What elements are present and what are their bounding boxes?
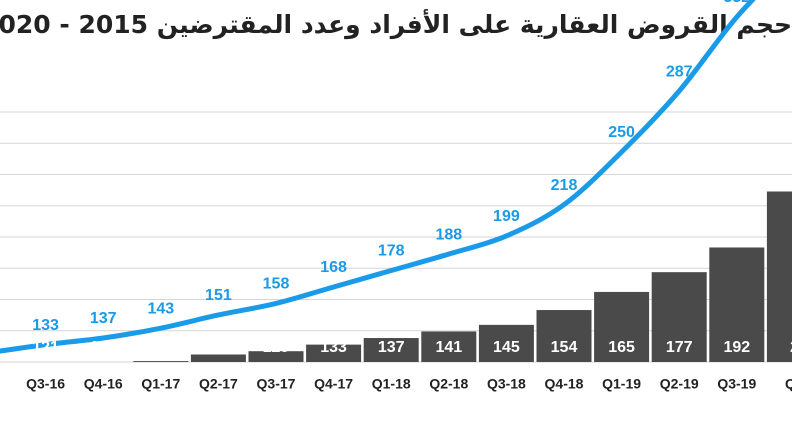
bar xyxy=(306,344,362,362)
line-value-label: 168 xyxy=(320,259,347,276)
bar xyxy=(363,338,419,362)
bar xyxy=(190,354,246,362)
x-tick-label: Q2-17 xyxy=(199,376,238,392)
bar-value-label: 137 xyxy=(378,339,405,356)
bar xyxy=(594,291,650,362)
bar-value-label: 192 xyxy=(723,339,750,356)
line-value-label: 188 xyxy=(435,226,462,243)
bar-value-label: 2 xyxy=(790,339,792,356)
x-tick-label: Q3-18 xyxy=(487,376,526,392)
bar-value-label: 121 xyxy=(32,339,59,356)
line-value-label: 133 xyxy=(32,317,59,334)
x-tick-label: Q4 xyxy=(785,376,792,392)
line-value-label: 151 xyxy=(205,287,232,304)
x-tick-label: Q4-16 xyxy=(84,376,123,392)
x-tick-label: Q1-17 xyxy=(141,376,180,392)
line-value-label: 332 xyxy=(723,0,750,6)
data-labels: 9121122123127129133137141145154165177192… xyxy=(32,0,792,356)
x-tick-label: Q3-17 xyxy=(257,376,296,392)
line-value-label: 250 xyxy=(608,124,635,141)
line-value-label: 143 xyxy=(147,300,174,317)
line-value-label: 158 xyxy=(263,276,290,293)
bar-value-label: 133 xyxy=(320,339,347,356)
bar xyxy=(133,361,189,362)
chart-title: حجم القروض العقارية على الأفراد وعدد الم… xyxy=(0,10,792,39)
x-tick-label: Q1-19 xyxy=(602,376,641,392)
x-tick-label: Q4-18 xyxy=(545,376,584,392)
bar-value-label: 122 xyxy=(90,339,117,356)
bar xyxy=(421,331,477,362)
x-tick-label: Q3-16 xyxy=(26,376,65,392)
bar xyxy=(651,272,707,362)
bar-value-label: 177 xyxy=(666,339,693,356)
bar xyxy=(478,324,534,362)
line-value-label: 137 xyxy=(90,310,117,327)
line-value-label: 199 xyxy=(493,208,520,225)
bar xyxy=(536,310,592,362)
bar-value-label: 165 xyxy=(608,339,635,356)
bar-value-label: 123 xyxy=(147,339,174,356)
bar-series xyxy=(133,191,792,362)
bar-value-label: 129 xyxy=(263,339,290,356)
bar xyxy=(248,351,304,362)
x-tick-label: Q2-18 xyxy=(429,376,468,392)
line-value-label: 178 xyxy=(378,243,405,260)
bar-value-label: 154 xyxy=(551,339,578,356)
x-tick-label: Q3-19 xyxy=(717,376,756,392)
x-axis: 16Q3-16Q4-16Q1-17Q2-17Q3-17Q4-17Q1-18Q2-… xyxy=(26,376,792,392)
bar-value-label: 141 xyxy=(435,339,462,356)
line-series xyxy=(0,0,756,354)
bar xyxy=(766,191,792,362)
line-value-label: 287 xyxy=(666,63,693,80)
x-tick-label: Q4-17 xyxy=(314,376,353,392)
x-tick-label: Q2-19 xyxy=(660,376,699,392)
bar-value-label: 127 xyxy=(205,339,232,356)
bar xyxy=(709,247,765,362)
series-line xyxy=(0,0,756,354)
line-value-label: 218 xyxy=(551,177,578,194)
x-tick-label: Q1-18 xyxy=(372,376,411,392)
bar-value-label: 145 xyxy=(493,339,520,356)
